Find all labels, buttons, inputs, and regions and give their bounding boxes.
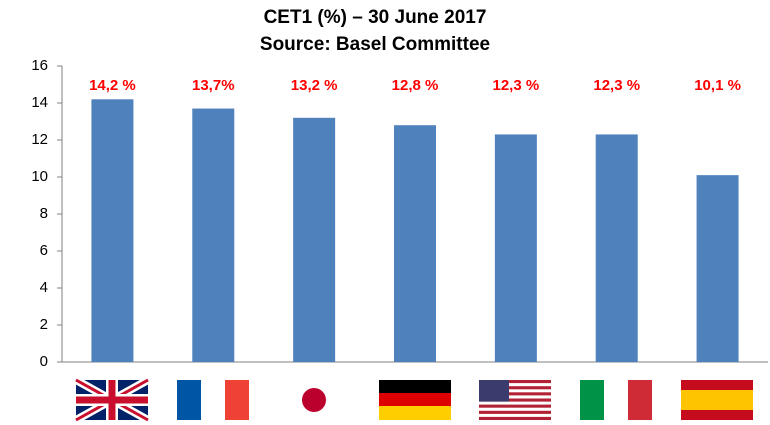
value-label: 13,7%: [192, 77, 235, 94]
bar: [91, 99, 134, 363]
y-tick-label: 14: [31, 94, 48, 111]
flag-uk: [74, 376, 150, 424]
y-tick-label: 0: [40, 353, 48, 370]
bar: [696, 175, 739, 362]
y-tick-label: 6: [40, 242, 48, 259]
y-tick-label: 4: [40, 279, 48, 296]
chart-title: CET1 (%) – 30 June 2017: [264, 7, 487, 28]
flag-japan: [278, 380, 350, 420]
flag-spain: [681, 380, 753, 420]
bar: [595, 134, 638, 362]
value-label: 10,1 %: [694, 77, 741, 94]
y-tick-label: 12: [31, 131, 48, 148]
y-tick-label: 16: [31, 57, 48, 74]
bar: [192, 108, 235, 362]
value-label: 12,8 %: [392, 77, 439, 94]
bar: [394, 125, 436, 362]
value-label: 12,3 %: [593, 77, 640, 94]
flag-usa: [479, 380, 551, 420]
flag-france: [177, 380, 249, 420]
flag-italy: [580, 380, 652, 420]
y-tick-label: 2: [40, 316, 48, 333]
value-label: 12,3 %: [493, 77, 540, 94]
chart-subtitle: Source: Basel Committee: [260, 34, 490, 55]
bar: [293, 117, 336, 362]
flag-germany: [379, 380, 451, 420]
bar: [494, 134, 537, 362]
flags: [74, 376, 753, 424]
value-label: 14,2 %: [89, 77, 136, 94]
y-tick-label: 10: [31, 168, 48, 185]
y-tick-label: 8: [40, 205, 48, 222]
value-label: 13,2 %: [291, 77, 338, 94]
